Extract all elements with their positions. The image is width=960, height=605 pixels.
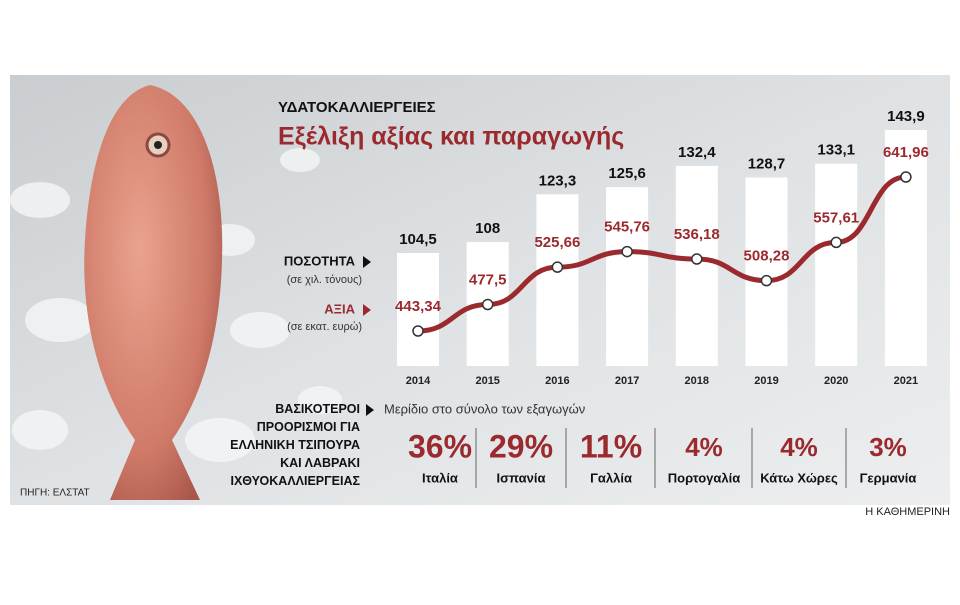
- bar-label: 123,3: [539, 172, 577, 189]
- bar-label: 125,6: [608, 165, 646, 182]
- value-point: [481, 298, 494, 311]
- bar-label: 104,5: [399, 231, 437, 248]
- x-tick-label: 2015: [475, 375, 499, 387]
- share-label: 29%: [489, 428, 553, 464]
- ice: [10, 148, 342, 462]
- legend-label: ΑΞΙΑ: [324, 301, 355, 316]
- legend-unit: (σε χιλ. τόνους): [287, 274, 362, 286]
- x-tick-label: 2016: [545, 375, 569, 387]
- share-label: 3%: [869, 432, 907, 462]
- bar: [536, 194, 579, 366]
- country-label: Πορτογαλία: [668, 470, 740, 485]
- value-point: [830, 236, 842, 249]
- value-label: 525,66: [534, 234, 580, 251]
- country-label: Ισπανία: [497, 470, 546, 485]
- value-label: 443,34: [395, 298, 442, 315]
- value-label: 536,18: [674, 226, 720, 243]
- marker-triangle: [366, 404, 374, 416]
- value-point: [691, 253, 703, 265]
- destinations-title: ΒΑΣΙΚΟΤΕΡΟΙ ΠΡΟΟΡΙΣΜΟΙ ΓΙΑ ΕΛΛΗΝΙΚΗ ΤΣΙΠΟΥ…: [230, 402, 360, 488]
- country-label: Γερμανία: [860, 470, 917, 485]
- value-label: 641,96: [883, 144, 929, 161]
- bar-label: 143,9: [887, 108, 925, 125]
- x-tick-label: 2014: [406, 375, 431, 387]
- bar-label: 132,4: [678, 144, 716, 161]
- value-label: 477,5: [469, 271, 507, 288]
- bar-label: 128,7: [748, 155, 786, 172]
- value-point: [621, 245, 633, 258]
- x-tick-label: 2021: [894, 375, 918, 387]
- bar: [815, 163, 858, 366]
- share-label: 4%: [780, 432, 818, 462]
- x-tick-label: 2020: [824, 375, 848, 387]
- value-point: [412, 325, 424, 337]
- x-tick-label: 2019: [754, 375, 778, 387]
- bar: [884, 130, 927, 366]
- source: ΠΗΓΗ: ΕΛΣΤΑΤ: [20, 488, 90, 499]
- bar-label: 133,1: [817, 142, 855, 159]
- bar: [606, 187, 649, 366]
- value-point: [551, 261, 564, 273]
- bar: [675, 165, 718, 366]
- value-label: 545,76: [604, 219, 650, 236]
- bar: [745, 177, 788, 366]
- x-tick-label: 2017: [615, 375, 639, 387]
- credit: Η ΚΑΘΗΜΕΡΙΝΗ: [865, 506, 950, 518]
- title: ΥΔΑΤΟΚΑΛΛΙΕΡΓΕΙΕΣ: [278, 99, 436, 116]
- share-label: 36%: [408, 428, 472, 464]
- legend-label: ΠΟΣΟΤΗΤΑ: [284, 253, 356, 268]
- bar-label: 108: [475, 220, 500, 237]
- bar: [397, 253, 439, 366]
- fish: [84, 85, 223, 500]
- subtitle: Εξέλιξη αξίας και παραγωγής: [278, 123, 624, 151]
- marker-triangle: [363, 304, 371, 316]
- share-label: 4%: [685, 432, 723, 462]
- legend-unit: (σε εκατ. ευρώ): [287, 321, 362, 333]
- value-point: [900, 171, 912, 183]
- fish-pupil: [154, 141, 162, 149]
- value-label: 508,28: [744, 248, 790, 265]
- destinations-subtitle: Μερίδιο στο σύνολο των εξαγωγών: [384, 401, 585, 416]
- country-label: Ιταλία: [422, 470, 458, 485]
- value-label: 557,61: [813, 209, 859, 226]
- value-point: [760, 274, 773, 287]
- country-label: Κάτω Χώρες: [760, 470, 838, 485]
- share-label: 11%: [580, 428, 642, 464]
- country-label: Γαλλία: [590, 470, 632, 485]
- marker-triangle: [363, 256, 371, 268]
- x-tick-label: 2018: [685, 375, 709, 387]
